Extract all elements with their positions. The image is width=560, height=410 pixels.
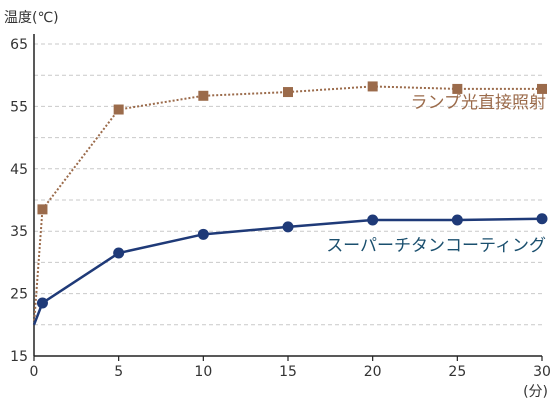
y-axis-title: 温度(℃) — [4, 10, 59, 26]
grid-lines — [34, 43, 542, 326]
data-point-square — [37, 204, 48, 215]
y-tick-label: 45 — [10, 162, 28, 178]
series-layer — [32, 81, 548, 326]
series-line-1 — [32, 217, 543, 326]
series-line-0 — [33, 85, 542, 325]
data-point-circle — [113, 247, 125, 259]
x-axis-unit-label: (分) — [523, 384, 548, 400]
y-tick-label: 15 — [10, 349, 28, 365]
data-point-square — [198, 90, 209, 101]
y-tick-label: 25 — [10, 287, 28, 303]
data-point-square — [452, 83, 463, 94]
y-tick-label: 35 — [10, 224, 28, 240]
data-point-circle — [367, 214, 379, 226]
x-tick-label: 20 — [364, 364, 382, 380]
axes — [33, 34, 542, 357]
x-tick-label: 30 — [533, 364, 551, 380]
data-point-circle — [282, 221, 294, 233]
data-point-circle — [536, 213, 548, 225]
data-point-circle — [36, 297, 48, 309]
data-point-circle — [197, 228, 209, 240]
tick-labels: 15 25 35 45 55 65 0 5 10 15 20 25 30 — [10, 37, 551, 380]
x-tick-label: 5 — [114, 364, 123, 380]
data-point-square — [367, 81, 378, 92]
data-point-square — [537, 83, 547, 94]
y-tick-label: 65 — [10, 37, 28, 53]
x-tick-label: 15 — [279, 364, 297, 380]
data-point-square — [283, 87, 293, 98]
data-point-circle — [451, 214, 463, 226]
y-tick-label: 55 — [10, 99, 28, 115]
series-label-super-titan: スーパーチタンコーティング — [326, 236, 546, 256]
data-point-square — [113, 104, 124, 115]
x-tick-label: 25 — [448, 364, 466, 380]
x-tick-label: 0 — [30, 364, 39, 380]
x-tick-label: 10 — [194, 364, 212, 380]
series-label-lamp: ランプ光直接照射 — [411, 93, 547, 113]
